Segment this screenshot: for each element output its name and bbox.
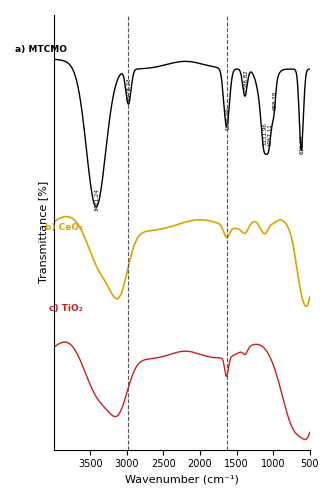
Text: 615.68: 615.68 [300, 135, 305, 154]
X-axis label: Wavenumber (cm⁻¹): Wavenumber (cm⁻¹) [125, 475, 239, 485]
Text: b) CeO₂: b) CeO₂ [45, 223, 83, 232]
Text: 2978.23: 2978.23 [127, 78, 132, 100]
Text: 1057.11: 1057.11 [268, 123, 272, 146]
Text: 3421.24: 3421.24 [95, 188, 100, 210]
Text: 1636.09: 1636.09 [225, 108, 230, 130]
Text: 988.38: 988.38 [273, 91, 278, 110]
Text: 1131.96: 1131.96 [262, 122, 267, 145]
Text: 1386.82: 1386.82 [243, 70, 248, 92]
Text: c) TiO₂: c) TiO₂ [49, 304, 83, 313]
Y-axis label: Transmittance [%]: Transmittance [%] [38, 181, 48, 284]
Text: a) MTCMO: a) MTCMO [15, 46, 67, 54]
